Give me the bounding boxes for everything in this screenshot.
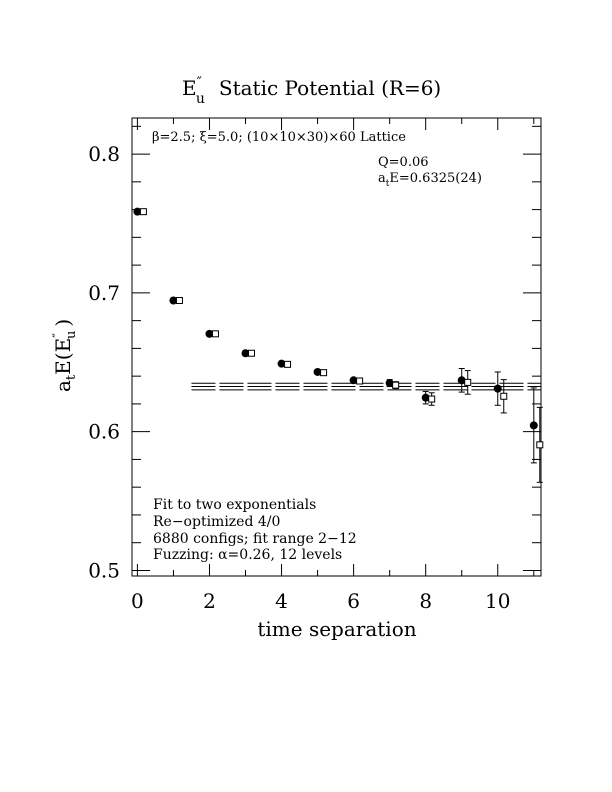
data-point-square <box>392 381 400 389</box>
y-axis-label: atE(E″u) <box>51 319 79 392</box>
x-tick-label: 10 <box>485 589 510 613</box>
data-point-circle <box>133 207 142 216</box>
data-point-circle <box>241 349 250 358</box>
data-point-square <box>428 395 436 403</box>
y-tick-label: 0.5 <box>88 558 120 582</box>
fit-band <box>191 382 541 391</box>
data-point-square <box>356 377 364 385</box>
tick-labels: 0 2 4 6 8 10 0.5 0.6 0.7 0.8 <box>88 142 510 613</box>
fit-energy-label: atE=0.6325(24) <box>378 171 482 189</box>
x-tick-label: 0 <box>131 589 144 613</box>
data-point-circle <box>493 384 502 393</box>
data-point-square <box>284 360 292 368</box>
fit-q-label: Q=0.06 <box>378 155 429 170</box>
data-point-circle <box>529 421 538 430</box>
data-point-circle <box>205 329 214 338</box>
note-line-2: Re−optimized 4/0 <box>153 514 280 530</box>
chart-title: E″ u Static Potential (R=6) <box>182 75 441 107</box>
x-tick-label: 4 <box>275 589 288 613</box>
data-point-circle <box>457 376 466 385</box>
data-point-circle <box>169 296 178 305</box>
data-point-square <box>248 349 256 357</box>
x-tick-label: 2 <box>203 589 216 613</box>
data-point-circle <box>313 367 322 376</box>
data-point-square <box>175 297 183 305</box>
data-point-circle <box>421 393 430 402</box>
data-point-circle <box>385 379 394 388</box>
x-axis-label: time separation <box>257 617 416 641</box>
note-line-3: 6880 configs; fit range 2−12 <box>153 531 357 547</box>
lattice-header: β=2.5; ξ=5.0; (10×10×30)×60 Lattice <box>152 130 406 145</box>
note-line-1: Fit to two exponentials <box>153 497 316 513</box>
data-point-square <box>211 330 219 338</box>
data-point-square <box>139 208 147 216</box>
note-line-4: Fuzzing: α=0.26, 12 levels <box>153 547 342 563</box>
data-point-square <box>500 392 508 400</box>
y-tick-label: 0.8 <box>88 142 120 166</box>
data-point-circle <box>277 359 286 368</box>
data-point-square <box>536 441 544 449</box>
axis-ticks <box>132 118 541 576</box>
data-point-circle <box>349 376 358 385</box>
data-point-square <box>320 369 328 377</box>
x-tick-label: 6 <box>347 589 360 613</box>
y-tick-label: 0.6 <box>88 420 120 444</box>
x-tick-label: 8 <box>419 589 432 613</box>
data-point-square <box>464 378 472 386</box>
data-points <box>133 207 544 483</box>
y-tick-label: 0.7 <box>88 281 120 305</box>
plot-frame <box>131 117 542 577</box>
